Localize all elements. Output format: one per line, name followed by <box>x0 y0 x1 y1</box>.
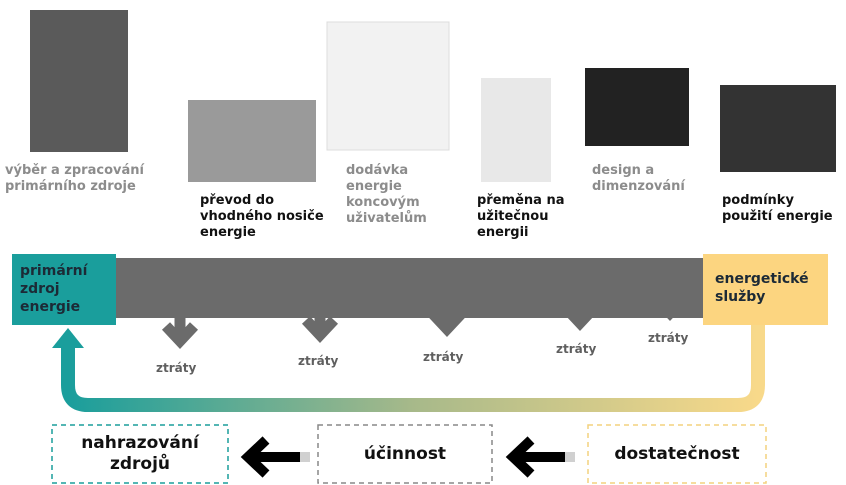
photo <box>481 78 551 182</box>
source-label: primární zdroj energie <box>20 262 100 316</box>
arrow-head <box>52 328 84 348</box>
photo <box>327 22 449 150</box>
stage-label: podmínky použití energie <box>722 193 842 225</box>
stage-label: výběr a zpracování primárního zdroje <box>5 163 175 195</box>
loss-label: ztráty <box>648 330 688 346</box>
loss-label: ztráty <box>156 360 196 376</box>
photo <box>30 10 128 152</box>
diagram: výběr a zpracování primárního zdroje pře… <box>0 0 846 485</box>
loss-label: ztráty <box>423 349 463 365</box>
strategy-label: nahrazování zdrojů <box>70 433 210 475</box>
diagram-shapes <box>0 0 846 485</box>
strategy-label: dostatečnost <box>588 444 766 465</box>
loss-label: ztráty <box>556 341 596 357</box>
photo <box>720 85 836 172</box>
photo <box>585 68 689 146</box>
stage-label: design a dimenzování <box>592 163 692 195</box>
stage-label: přeměna na užitečnou energii <box>477 193 572 241</box>
services-label: energetické služby <box>715 270 825 306</box>
stage-label: převod do vhodného nosiče energie <box>200 193 325 241</box>
loss-label: ztráty <box>298 353 338 369</box>
strategy-label: účinnost <box>318 444 492 465</box>
photo <box>188 100 316 182</box>
energy-flow <box>60 258 760 318</box>
stage-label: dodávka energie koncovým uživatelům <box>346 163 441 227</box>
